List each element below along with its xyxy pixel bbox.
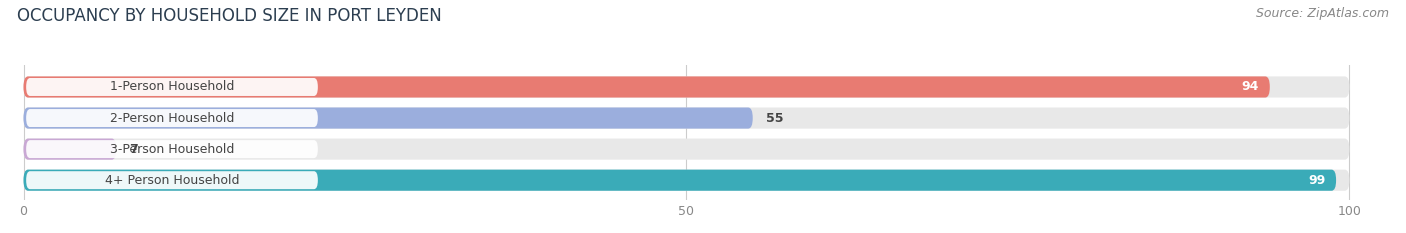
Text: 7: 7 bbox=[129, 143, 138, 156]
FancyBboxPatch shape bbox=[24, 76, 1270, 98]
FancyBboxPatch shape bbox=[24, 76, 1350, 98]
Text: 4+ Person Household: 4+ Person Household bbox=[104, 174, 239, 187]
Text: 2-Person Household: 2-Person Household bbox=[110, 112, 235, 125]
FancyBboxPatch shape bbox=[24, 139, 1350, 160]
FancyBboxPatch shape bbox=[27, 109, 318, 127]
FancyBboxPatch shape bbox=[27, 171, 318, 189]
Text: 55: 55 bbox=[766, 112, 783, 125]
FancyBboxPatch shape bbox=[24, 170, 1350, 191]
Text: 99: 99 bbox=[1308, 174, 1326, 187]
FancyBboxPatch shape bbox=[24, 170, 1336, 191]
FancyBboxPatch shape bbox=[24, 139, 117, 160]
Text: Source: ZipAtlas.com: Source: ZipAtlas.com bbox=[1256, 7, 1389, 20]
Text: 94: 94 bbox=[1241, 80, 1260, 93]
FancyBboxPatch shape bbox=[24, 107, 752, 129]
FancyBboxPatch shape bbox=[24, 107, 1350, 129]
FancyBboxPatch shape bbox=[27, 140, 318, 158]
Text: OCCUPANCY BY HOUSEHOLD SIZE IN PORT LEYDEN: OCCUPANCY BY HOUSEHOLD SIZE IN PORT LEYD… bbox=[17, 7, 441, 25]
Text: 1-Person Household: 1-Person Household bbox=[110, 80, 235, 93]
FancyBboxPatch shape bbox=[27, 78, 318, 96]
Text: 3-Person Household: 3-Person Household bbox=[110, 143, 235, 156]
